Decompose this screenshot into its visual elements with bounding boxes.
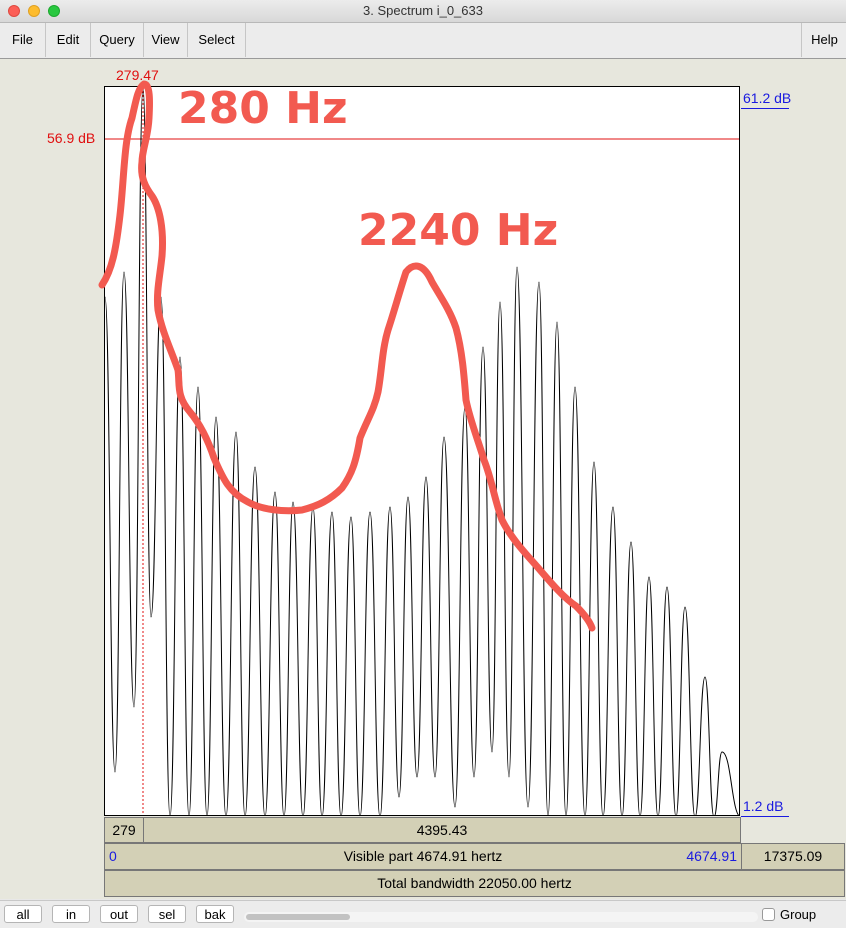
top-db-label: 61.2 dB xyxy=(743,90,792,106)
horizontal-scrollbar[interactable] xyxy=(244,912,758,922)
zoom-selection-button[interactable]: sel xyxy=(148,905,186,923)
menu-query[interactable]: Query xyxy=(91,23,144,57)
menu-select[interactable]: Select xyxy=(188,23,246,57)
cursor-left-cell[interactable]: 279 xyxy=(104,817,144,843)
group-checkbox[interactable] xyxy=(762,908,775,921)
menu-help[interactable]: Help xyxy=(801,23,846,57)
title-bar: 3. Spectrum i_0_633 xyxy=(0,0,846,23)
zoom-out-button[interactable]: out xyxy=(100,905,138,923)
zoom-in-button[interactable]: in xyxy=(52,905,90,923)
visible-part-bar[interactable]: 0 Visible part 4674.91 hertz 4674.91 xyxy=(104,843,742,870)
bottom-db-label: 1.2 dB xyxy=(743,798,784,814)
zoom-all-button[interactable]: all xyxy=(4,905,42,923)
bottom-toolbar: all in out sel bak Group xyxy=(0,900,846,928)
cursor-right-cell[interactable]: 4395.43 xyxy=(143,817,741,843)
visible-start-label: 0 xyxy=(109,848,117,864)
window-title: 3. Spectrum i_0_633 xyxy=(363,3,483,18)
minimize-window-button[interactable] xyxy=(28,5,40,17)
total-bandwidth-bar[interactable]: Total bandwidth 22050.00 hertz xyxy=(104,870,845,897)
spectrum-curve xyxy=(105,87,739,815)
first-peak-annotation: 280 Hz xyxy=(178,83,348,134)
menu-edit[interactable]: Edit xyxy=(46,23,91,57)
menu-view[interactable]: View xyxy=(144,23,188,57)
visible-part-label: Visible part 4674.91 hertz xyxy=(343,848,503,864)
second-peak-annotation: 2240 Hz xyxy=(358,205,559,256)
scrollbar-thumb[interactable] xyxy=(246,914,350,920)
spectrum-svg xyxy=(105,87,739,815)
right-total-cell[interactable]: 17375.09 xyxy=(741,843,845,870)
menu-bar: File Edit Query View Select Help xyxy=(0,23,846,59)
zoom-back-button[interactable]: bak xyxy=(196,905,234,923)
group-label: Group xyxy=(780,907,817,922)
top-db-tick xyxy=(741,108,789,109)
menu-file[interactable]: File xyxy=(0,23,46,57)
cursor-db-label: 56.9 dB xyxy=(47,130,96,146)
bottom-db-tick xyxy=(741,816,789,817)
cursor-frequency-label: 279.47 xyxy=(116,67,159,83)
visible-end-label: 4674.91 xyxy=(686,848,737,864)
zoom-window-button[interactable] xyxy=(48,5,60,17)
spectrum-plot[interactable] xyxy=(104,86,740,816)
close-window-button[interactable] xyxy=(8,5,20,17)
